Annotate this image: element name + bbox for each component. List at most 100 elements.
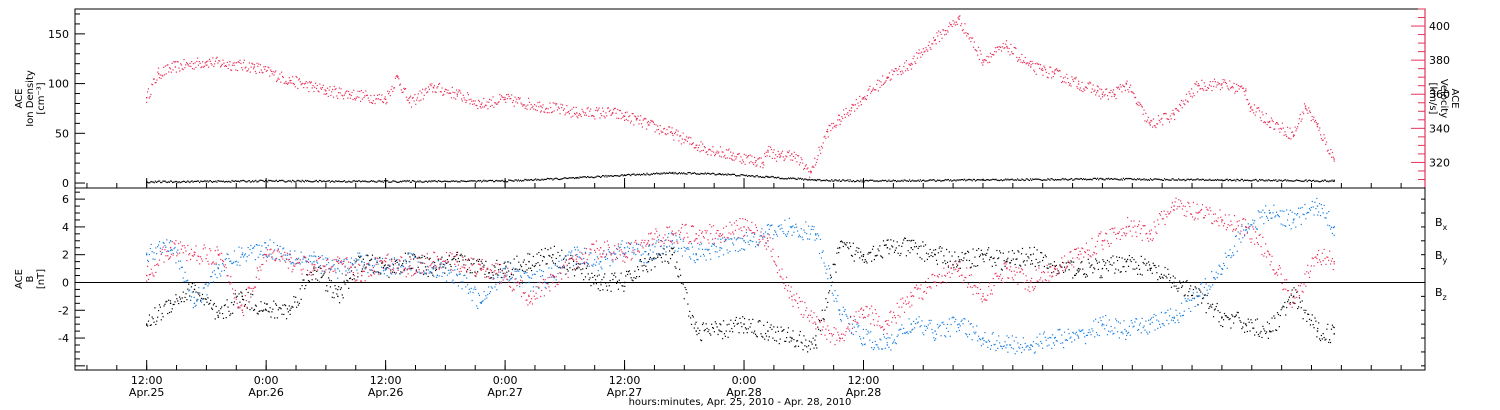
data-point (626, 246, 629, 248)
data-point (249, 248, 251, 251)
data-point (514, 270, 516, 272)
data-point (515, 179, 517, 181)
data-point (284, 82, 286, 84)
data-point (1242, 180, 1245, 182)
data-point (1057, 270, 1059, 272)
data-point (645, 118, 647, 120)
data-point (864, 180, 866, 182)
data-point (385, 180, 388, 182)
data-point (590, 115, 593, 117)
data-point (206, 294, 208, 296)
data-point (791, 177, 793, 180)
data-point (145, 323, 148, 325)
data-point (258, 63, 260, 65)
data-point (171, 249, 173, 251)
data-point (720, 174, 723, 176)
data-point (828, 292, 830, 294)
data-point (1086, 87, 1088, 89)
data-point (1253, 179, 1255, 181)
data-point (542, 104, 544, 106)
data-point (816, 347, 818, 349)
data-point (164, 303, 166, 305)
data-point (985, 179, 987, 181)
data-point (805, 178, 807, 180)
data-point (768, 145, 770, 148)
data-point (1184, 103, 1186, 106)
data-point (613, 274, 615, 277)
data-point (793, 231, 795, 233)
data-point (1265, 179, 1267, 181)
data-point (233, 250, 236, 252)
data-point (1327, 180, 1329, 182)
data-point (767, 233, 769, 235)
data-point (865, 328, 867, 331)
series-by (145, 197, 1335, 355)
data-point (283, 180, 285, 182)
data-point (779, 153, 781, 155)
data-point (157, 244, 160, 246)
data-point (447, 269, 449, 271)
data-point (943, 180, 945, 182)
data-point (1055, 179, 1058, 181)
data-point (833, 263, 835, 265)
data-point (1305, 309, 1307, 312)
data-point (426, 257, 428, 259)
data-point (717, 238, 719, 240)
data-point (1166, 277, 1168, 279)
data-point (472, 180, 474, 182)
data-point (427, 275, 429, 278)
data-point (496, 179, 498, 182)
data-point (616, 258, 619, 260)
data-point (321, 86, 323, 89)
data-point (206, 301, 208, 303)
data-point (831, 281, 833, 283)
data-point (235, 69, 237, 71)
data-point (1083, 273, 1085, 276)
data-point (192, 291, 194, 293)
data-point (653, 173, 656, 175)
data-point (835, 179, 837, 181)
data-point (776, 326, 779, 328)
data-point (818, 328, 820, 330)
data-point (1107, 177, 1109, 179)
data-point (465, 180, 468, 183)
data-point (146, 91, 149, 93)
data-point (342, 260, 344, 262)
data-point (1248, 321, 1250, 323)
data-point (469, 272, 471, 274)
data-point (1030, 66, 1032, 68)
data-point (780, 155, 782, 157)
data-point (958, 329, 960, 332)
data-point (896, 335, 898, 338)
data-point (492, 96, 494, 98)
data-point (1164, 112, 1166, 115)
data-point (855, 98, 857, 101)
data-point (1211, 179, 1213, 181)
data-point (1185, 281, 1187, 283)
data-point (272, 258, 274, 260)
data-point (154, 180, 156, 182)
data-point (1148, 261, 1150, 263)
data-point (700, 141, 702, 143)
data-point (1153, 178, 1155, 180)
data-point (730, 238, 732, 240)
data-point (474, 180, 476, 182)
data-point (1232, 179, 1234, 182)
data-point (984, 253, 986, 255)
data-point (261, 179, 263, 182)
data-point (1210, 179, 1212, 182)
data-point (1123, 85, 1125, 87)
data-point (752, 240, 754, 243)
data-point (558, 267, 560, 269)
data-point (444, 272, 446, 274)
data-point (790, 177, 792, 179)
data-point (861, 181, 863, 183)
data-point (787, 327, 790, 329)
data-point (1208, 307, 1210, 310)
data-point (538, 251, 540, 254)
data-point (616, 175, 618, 177)
data-point (568, 113, 571, 115)
data-point (499, 268, 502, 270)
data-point (460, 253, 462, 255)
data-point (786, 151, 789, 153)
